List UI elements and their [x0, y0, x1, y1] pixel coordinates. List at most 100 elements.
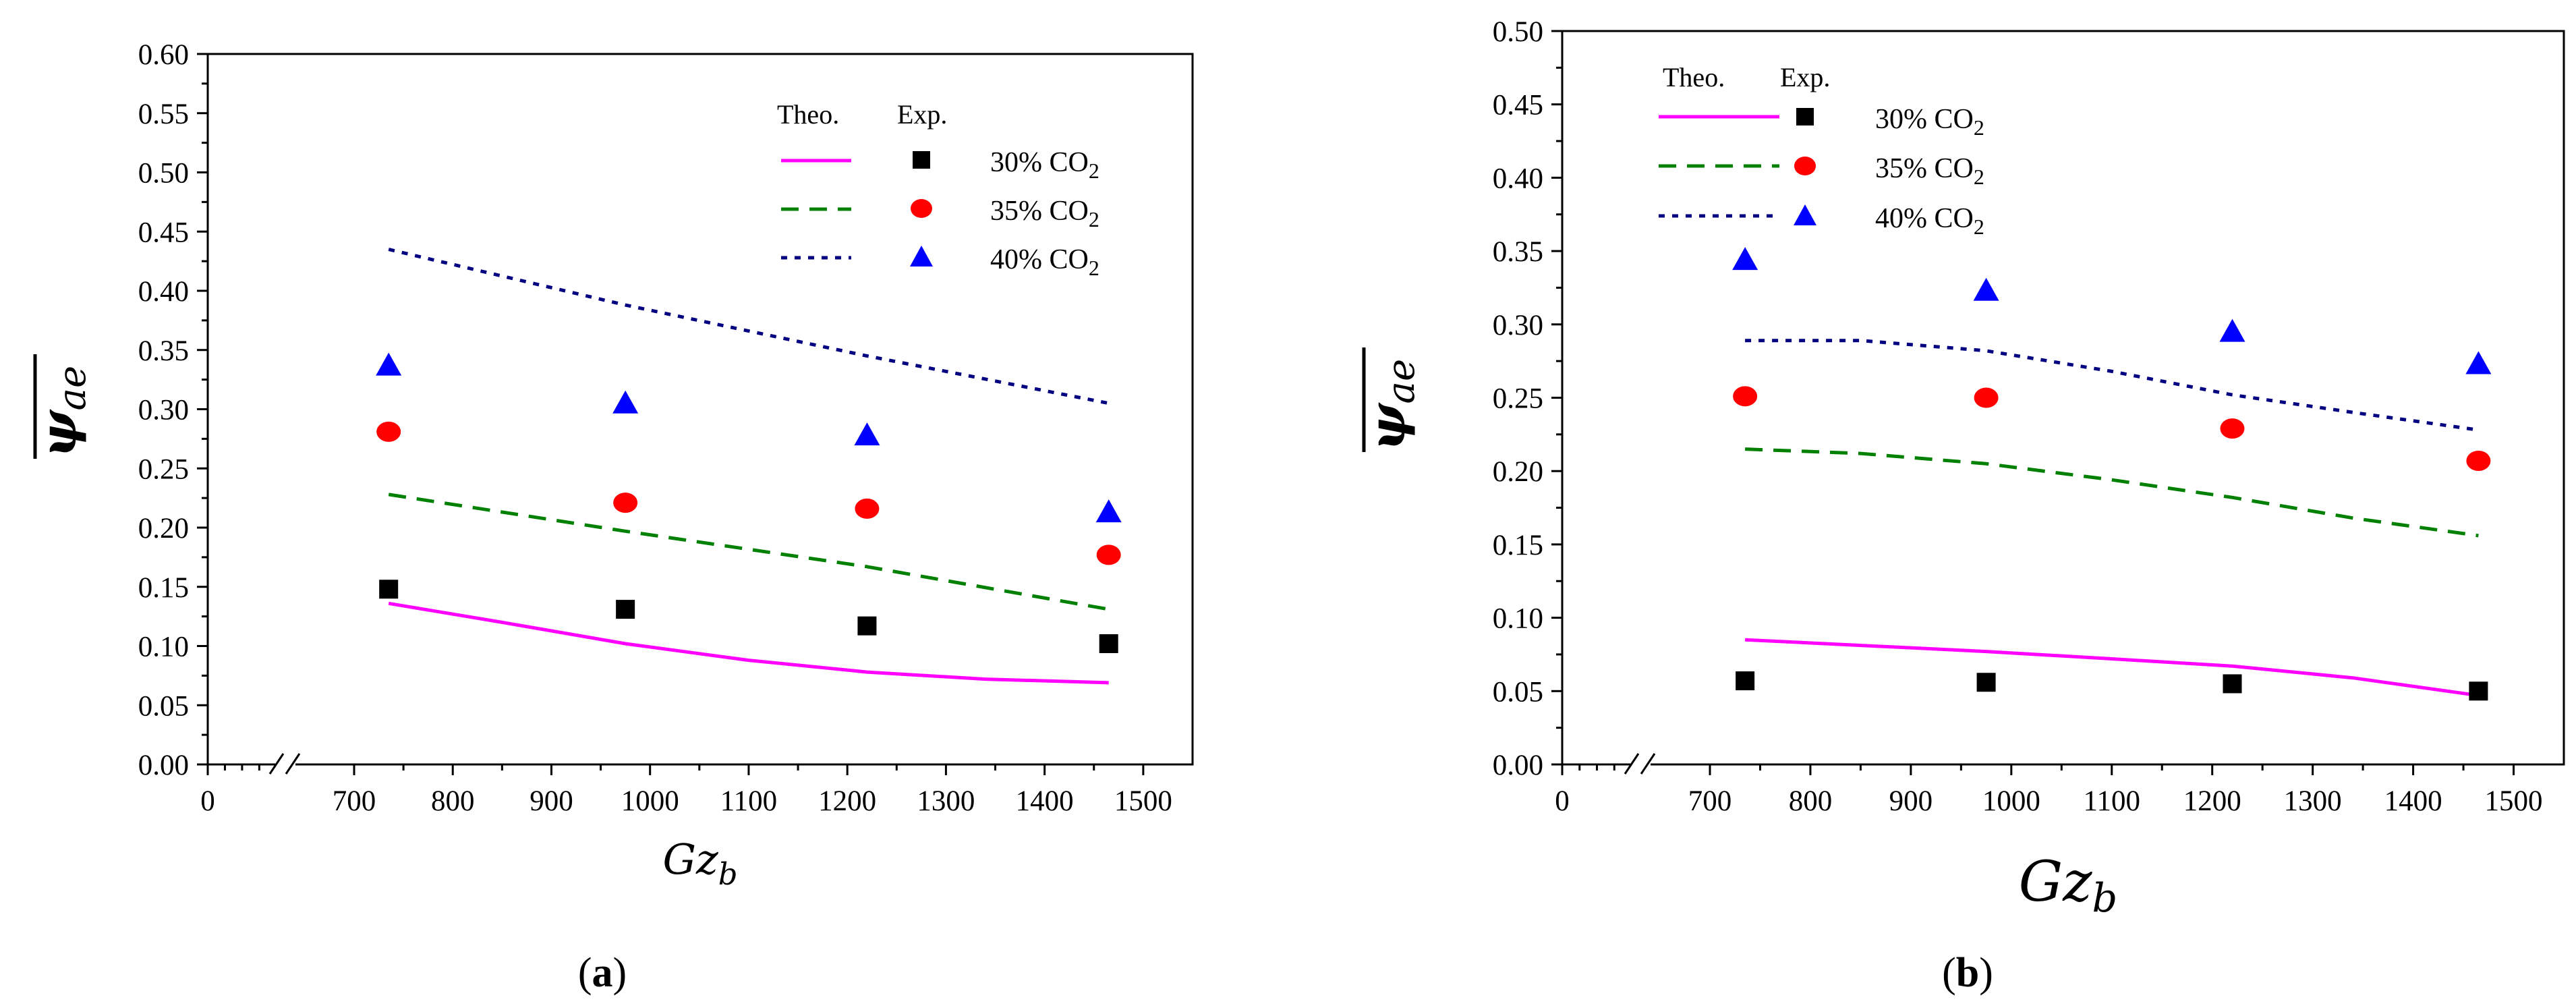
data-point-triangle [1095, 499, 1122, 523]
y-tick-label: 0.00 [1493, 750, 1543, 781]
x-tick-label: 0 [1555, 785, 1570, 817]
legend-marker-circle [911, 199, 932, 218]
y-axis-title: ψae [1358, 359, 1423, 451]
legend-label: 40% CO2 [990, 244, 1099, 280]
panel-b-chart: 0 700 800 900 1000 1100 1200 1300 1400 1500 0.00 0.… [1358, 16, 2565, 996]
x-tick-label: 1300 [2284, 785, 2342, 817]
legend-marker-square [913, 151, 930, 169]
data-point-square [2469, 681, 2488, 701]
data-point-square [379, 580, 399, 599]
x-tick-label: 900 [529, 785, 573, 817]
data-point-circle [1733, 386, 1758, 407]
x-tick-label: 700 [333, 785, 376, 817]
y-tick-label: 0.15 [138, 572, 189, 604]
theory-line-co2_30 [388, 601, 1109, 685]
x-tick-label: 1100 [2084, 785, 2140, 817]
y-tick-label: 0.40 [138, 276, 189, 308]
x-axis-title: Gzb [662, 835, 737, 892]
y-tick-label: 0.25 [1493, 383, 1543, 415]
y-tick-label: 0.20 [1493, 456, 1543, 488]
data-point-square [616, 600, 635, 619]
panel-label: (a) [578, 950, 627, 996]
theory-line-co2_40 [388, 248, 1110, 405]
legend-marker-triangle [910, 246, 933, 267]
data-point-triangle [1973, 277, 1999, 301]
data-point-circle [376, 421, 401, 442]
y-tick-label: 0.05 [1493, 676, 1543, 708]
x-tick-label: 1200 [2183, 785, 2241, 817]
x-tick-label: 1500 [1114, 785, 1172, 817]
legend-label: 35% CO2 [990, 196, 1099, 231]
x-tick-label: 900 [1889, 785, 1933, 817]
legend-header-exp: Exp. [897, 99, 947, 130]
y-tick-label: 0.30 [1493, 310, 1543, 341]
x-tick-label: 1000 [621, 785, 679, 817]
x-tick-label: 1100 [720, 785, 777, 817]
x-axis-title: Gzb [2019, 850, 2118, 921]
data-point-circle [2466, 450, 2491, 471]
x-tick-label: 800 [1789, 785, 1833, 817]
theory-line-co2_35 [1745, 447, 2479, 538]
data-point-triangle [2219, 318, 2245, 342]
axis-break-slash-b [1624, 753, 1640, 775]
data-point-circle [1974, 387, 1999, 408]
legend-label: 35% CO2 [1875, 153, 1984, 189]
panel-a-chart: 0 700 800 900 1000 1100 1200 1300 1400 1500 0.00 0.… [30, 39, 1194, 996]
x-tick-label: 1200 [818, 785, 876, 817]
data-point-square [1736, 671, 1755, 691]
y-tick-label: 0.10 [1493, 603, 1543, 635]
axis-break-slash-a [268, 753, 285, 775]
x-tick-label: 0 [200, 785, 215, 817]
data-point-circle [1096, 544, 1121, 565]
data-point-circle [855, 498, 880, 519]
data-point-square [2223, 674, 2242, 694]
data-point-triangle [854, 422, 880, 446]
theory-line-co2_35 [388, 493, 1110, 611]
data-point-triangle [2465, 351, 2492, 374]
theory-line-co2_40 [1745, 339, 2479, 432]
panel-label: (b) [1942, 950, 1993, 996]
y-tick-label: 0.25 [138, 453, 189, 485]
legend-a: Theo. Exp. 30% CO2 35% CO2 40% CO2 [777, 99, 1099, 280]
x-tick-label: 1500 [2485, 785, 2543, 817]
x-tick-label: 700 [1688, 785, 1732, 817]
data-point-circle [613, 493, 638, 513]
y-tick-label: 0.15 [1493, 530, 1543, 561]
x-tick-label: 1400 [1016, 785, 1074, 817]
legend-header-theo: Theo. [777, 99, 839, 130]
y-tick-label: 0.45 [1493, 90, 1543, 121]
y-tick-label: 0.50 [1493, 16, 1543, 48]
axis-break-slash-a [285, 753, 301, 775]
y-tick-label: 0.35 [138, 335, 189, 367]
legend-header-theo: Theo. [1663, 62, 1725, 92]
y-tick-label: 0.30 [138, 395, 189, 426]
data-point-square [1099, 634, 1118, 653]
y-tick-label: 0.20 [138, 513, 189, 544]
data-point-circle [2220, 418, 2245, 439]
x-tick-label: 1300 [917, 785, 975, 817]
legend-marker-square [1796, 108, 1814, 125]
data-point-triangle [612, 390, 639, 414]
x-tick-label: 1400 [2384, 785, 2442, 817]
data-point-square [857, 616, 877, 636]
y-tick-label: 0.00 [138, 750, 189, 781]
x-tick-label: 800 [431, 785, 475, 817]
y-axis-title: ψae [30, 366, 94, 457]
y-tick-label: 0.10 [138, 632, 189, 663]
legend-marker-circle [1794, 157, 1816, 175]
legend-label: 30% CO2 [990, 147, 1099, 183]
theory-line-co2_30 [1744, 638, 2479, 698]
data-point-triangle [1732, 247, 1758, 271]
y-tick-label: 0.50 [138, 158, 189, 190]
y-tick-label: 0.45 [138, 217, 189, 248]
y-tick-label: 0.55 [138, 99, 189, 130]
legend-label: 40% CO2 [1875, 203, 1984, 239]
y-tick-label: 0.60 [138, 39, 189, 71]
y-tick-label: 0.35 [1493, 236, 1543, 268]
legend-label: 30% CO2 [1875, 104, 1984, 140]
legend-marker-triangle [1794, 204, 1816, 225]
data-point-square [1976, 673, 1996, 692]
axis-break-slash-b [1640, 753, 1656, 775]
legend-header-exp: Exp. [1780, 62, 1830, 92]
data-point-triangle [376, 352, 402, 376]
